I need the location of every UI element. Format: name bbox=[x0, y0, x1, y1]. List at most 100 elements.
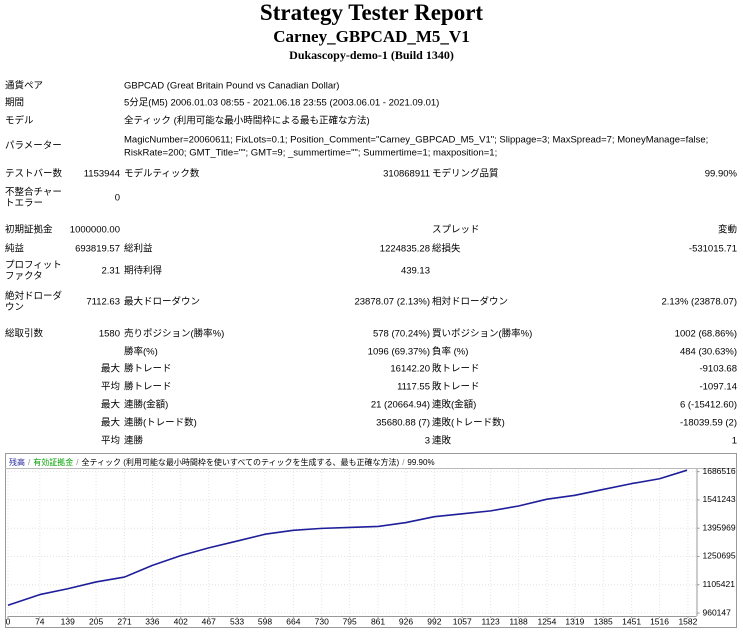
x-tick-label: 1582 bbox=[678, 616, 697, 626]
stat-value: 23878.07 (2.13%) bbox=[354, 296, 430, 308]
stat-label: 勝率(%) bbox=[124, 346, 158, 358]
x-tick-label: 139 bbox=[61, 616, 75, 626]
stat-label: 絶対ドローダウン bbox=[5, 291, 63, 313]
x-tick-label: 467 bbox=[202, 616, 216, 626]
x-tick-label: 795 bbox=[343, 616, 357, 626]
x-tick-label: 1123 bbox=[481, 616, 500, 626]
stat-label: 平均 bbox=[100, 435, 120, 447]
stat-label: 総取引数 bbox=[5, 328, 44, 340]
stat-value: 2.31 bbox=[101, 265, 121, 277]
stat-label: テストバー数 bbox=[5, 168, 63, 180]
stat-value: 35680.88 (7) bbox=[376, 417, 430, 429]
stat-label: 総損失 bbox=[432, 243, 461, 255]
stat-label: 純益 bbox=[5, 243, 25, 255]
stat-value: 6 (-15412.60) bbox=[679, 399, 737, 411]
legend-balance: 残高 bbox=[9, 458, 25, 467]
stat-label: 敗トレード bbox=[432, 381, 480, 393]
chart-legend: 残高 / 有効証拠金 / 全ティック (利用可能な最小時間枠を使いすべてのティックを生成… bbox=[9, 457, 438, 468]
info-value: RiskRate=200; GMT_Title=""; GMT=9; _summ… bbox=[124, 147, 498, 159]
x-tick-label: 336 bbox=[145, 616, 159, 626]
x-tick-label: 1057 bbox=[453, 616, 472, 626]
stat-label: 連勝 bbox=[124, 435, 144, 447]
x-tick-label: 926 bbox=[399, 616, 413, 626]
stat-label: 期待利得 bbox=[124, 265, 163, 277]
stat-value: 7112.63 bbox=[86, 296, 120, 308]
stat-value: 439.13 bbox=[400, 265, 430, 277]
stat-label: 勝トレード bbox=[124, 381, 172, 393]
stat-label: 連敗(金額) bbox=[432, 399, 477, 411]
legend-separator: / bbox=[28, 458, 31, 467]
stat-label: 連勝(金額) bbox=[124, 399, 169, 411]
stat-value: -531015.71 bbox=[688, 243, 737, 255]
y-tick-label: 1105421 bbox=[703, 579, 736, 589]
info-label: パラメーター bbox=[5, 140, 62, 152]
stat-label: モデルティック数 bbox=[124, 168, 200, 180]
info-label: モデル bbox=[5, 115, 34, 127]
report-title: Strategy Tester Report bbox=[259, 0, 484, 25]
stat-label: 最大ドローダウン bbox=[124, 296, 201, 308]
stat-value: 2.13% (23878.07) bbox=[661, 296, 737, 308]
x-tick-label: 0 bbox=[6, 616, 11, 626]
x-tick-label: 664 bbox=[286, 616, 300, 626]
info-label: 通貨ペア bbox=[5, 80, 44, 92]
stat-value: -18039.59 (2) bbox=[679, 417, 737, 429]
stat-label: 買いポジション(勝率%) bbox=[432, 328, 533, 340]
stat-value: 310868911 bbox=[383, 168, 430, 180]
stat-value: 0 bbox=[114, 192, 120, 204]
legend-quality: 99.90% bbox=[407, 458, 435, 467]
stat-label: 敗トレード bbox=[432, 363, 480, 375]
y-tick-label: 1250695 bbox=[703, 551, 736, 561]
stat-value: 578 (70.24%) bbox=[372, 328, 430, 340]
info-value: 5分足(M5) 2006.01.03 08:55 - 2021.06.18 23… bbox=[124, 97, 440, 109]
stat-label: 初期証拠金 bbox=[5, 224, 53, 236]
stat-label: 最大 bbox=[100, 363, 120, 375]
stat-value: 1096 (69.37%) bbox=[367, 346, 430, 358]
stat-value: 1002 (68.86%) bbox=[674, 328, 737, 340]
legend-model: 全ティック (利用可能な最小時間枠を使いすべてのティックを生成する、最も正確な方… bbox=[81, 458, 400, 467]
x-tick-label: 1451 bbox=[622, 616, 641, 626]
x-tick-label: 271 bbox=[117, 616, 131, 626]
x-tick-label: 598 bbox=[258, 616, 272, 626]
chart-frame bbox=[5, 453, 737, 628]
legend-separator: / bbox=[76, 458, 79, 467]
x-tick-label: 1516 bbox=[650, 616, 669, 626]
x-tick-label: 730 bbox=[315, 616, 329, 626]
legend-equity: 有効証拠金 bbox=[33, 458, 74, 467]
stat-label: 最大 bbox=[100, 417, 120, 429]
y-tick-label: 1541243 bbox=[703, 494, 736, 504]
stat-label: 売りポジション(勝率%) bbox=[124, 328, 225, 340]
x-tick-label: 1319 bbox=[565, 616, 584, 626]
stat-label: 最大 bbox=[100, 399, 120, 411]
stat-value: 1117.55 bbox=[397, 381, 430, 393]
x-tick-label: 1385 bbox=[594, 616, 613, 626]
stat-label: 平均 bbox=[100, 381, 120, 393]
x-tick-label: 533 bbox=[230, 616, 244, 626]
info-label: 期間 bbox=[5, 97, 25, 109]
info-value: GBPCAD (Great Britain Pound vs Canadian … bbox=[124, 80, 340, 92]
y-tick-label: 960147 bbox=[703, 607, 732, 617]
stat-value: 1 bbox=[731, 435, 737, 447]
x-tick-label: 1188 bbox=[509, 616, 528, 626]
stat-label: 連勝(トレード数) bbox=[124, 417, 197, 429]
legend-separator: / bbox=[402, 458, 405, 467]
stat-label: 勝トレード bbox=[124, 363, 172, 375]
stat-value: -1097.14 bbox=[699, 381, 737, 393]
x-tick-label: 402 bbox=[174, 616, 188, 626]
balance-line bbox=[7, 469, 688, 607]
info-value: MagicNumber=20060611; FixLots=0.1; Posit… bbox=[124, 134, 709, 146]
stat-label: 連敗(トレード数) bbox=[432, 417, 505, 429]
x-tick-label: 74 bbox=[35, 616, 45, 626]
stat-label: スプレッド bbox=[432, 224, 480, 236]
stat-value: 99.90% bbox=[704, 168, 737, 180]
stat-value: 1153944 bbox=[83, 168, 120, 180]
stat-value: 16142.20 bbox=[390, 363, 430, 375]
stat-label: 負率 (%) bbox=[432, 346, 469, 358]
stat-value: 693819.57 bbox=[75, 243, 120, 255]
y-tick-label: 1395969 bbox=[703, 522, 736, 532]
x-tick-label: 992 bbox=[427, 616, 441, 626]
info-value: 全ティック (利用可能な最小時間枠による最も正確な方法) bbox=[124, 115, 370, 127]
stat-value: 3 bbox=[424, 435, 430, 447]
server-name: Dukascopy-demo-1 (Build 1340) bbox=[289, 48, 454, 62]
